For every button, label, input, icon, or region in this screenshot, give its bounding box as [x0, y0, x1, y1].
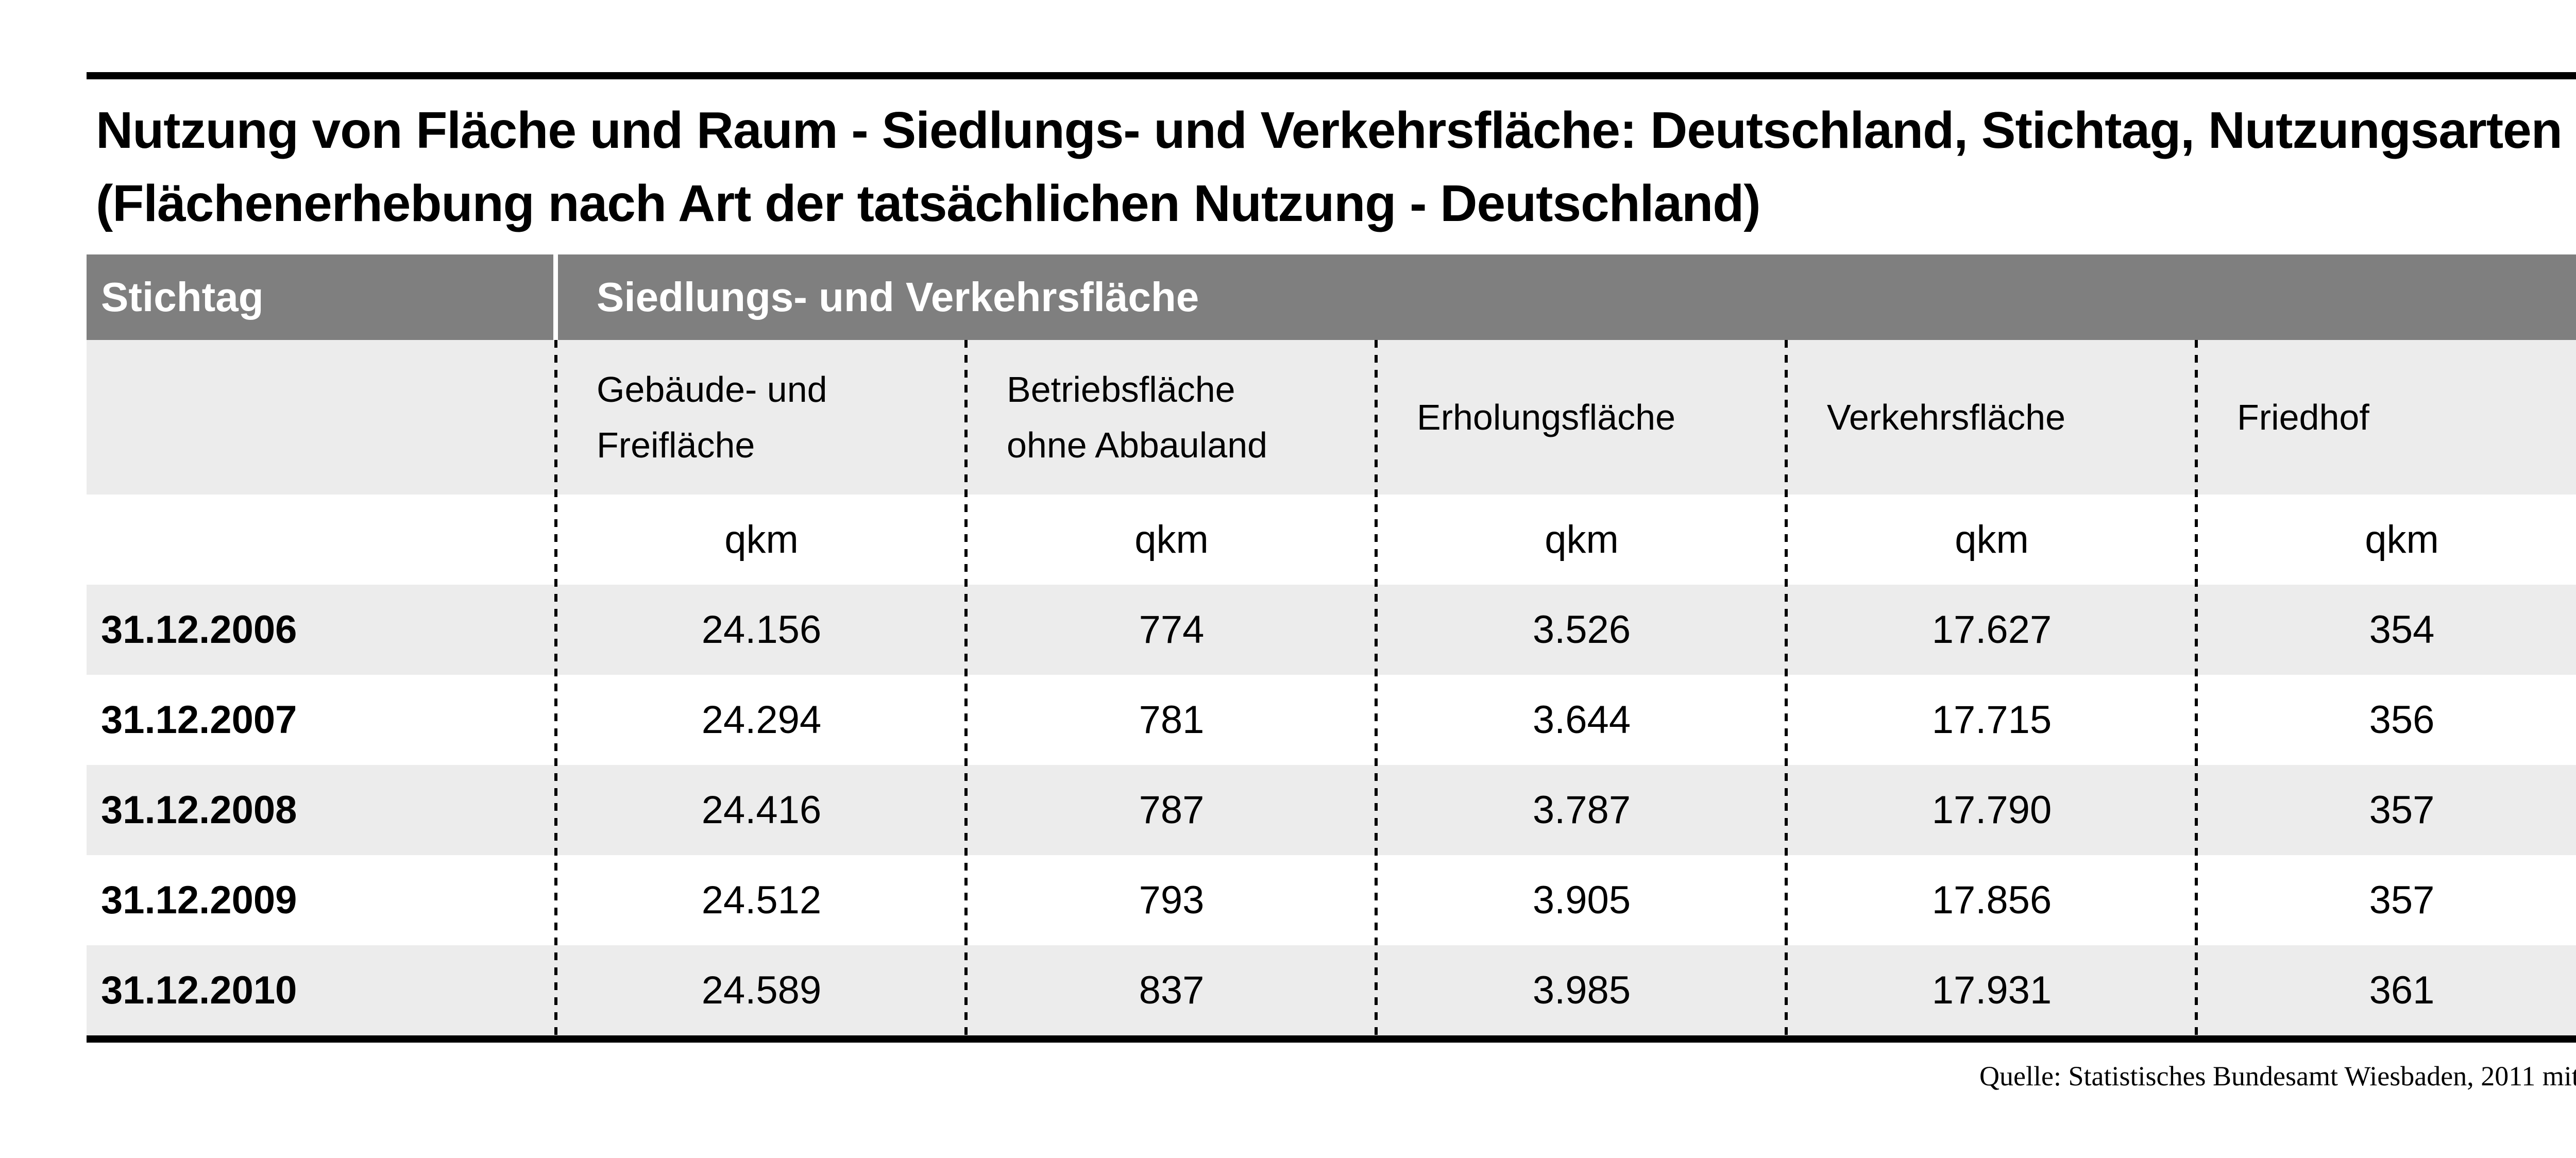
value-cell: 24.589 — [556, 945, 967, 1035]
column-header-betriebsflaeche-ohne-abbauland: Betriebsfläche ohne Abbauland — [967, 340, 1377, 495]
column-divider — [1785, 340, 1788, 1035]
value-cell: 24.294 — [556, 675, 967, 765]
value-cell: 357 — [2197, 765, 2576, 855]
group-header-siedlungs-und-verkehrsflaeche: Siedlungs- und Verkehrsfläche — [556, 254, 2576, 340]
column-header-erholungsflaeche: Erholungsfläche — [1377, 340, 1787, 495]
corner-header-stichtag: Stichtag — [87, 254, 556, 340]
unit-cell: qkm — [2197, 495, 2576, 585]
bottom-rule — [87, 1035, 2576, 1043]
value-cell: 17.931 — [1787, 945, 2197, 1035]
value-cell: 17.790 — [1787, 765, 2197, 855]
column-divider — [964, 340, 968, 1035]
value-cell: 787 — [967, 765, 1377, 855]
value-cell: 3.526 — [1377, 585, 1787, 675]
page-title: Nutzung von Fläche und Raum - Siedlungs-… — [96, 94, 2563, 240]
page-title-line2: (Flächenerhebung nach Art der tatsächlic… — [96, 175, 1761, 232]
table-grid: Stichtag Siedlungs- und Verkehrsfläche G… — [87, 254, 2576, 1035]
column-header-verkehrsflaeche: Verkehrsfläche — [1787, 340, 2197, 495]
value-cell: 17.856 — [1787, 855, 2197, 945]
source-note: Quelle: Statistisches Bundesamt Wiesbade… — [1979, 1061, 2576, 1092]
column-header-friedhof: Friedhof — [2197, 340, 2576, 495]
date-cell: 31.12.2007 — [87, 675, 556, 765]
value-cell: 24.416 — [556, 765, 967, 855]
column-divider — [2195, 340, 2198, 1035]
unit-cell: qkm — [1787, 495, 2197, 585]
value-cell: 3.644 — [1377, 675, 1787, 765]
data-table: Stichtag Siedlungs- und Verkehrsfläche G… — [87, 254, 2576, 1035]
column-header-empty-corner — [87, 340, 556, 495]
column-divider — [554, 340, 557, 1035]
unit-empty-corner — [87, 495, 556, 585]
unit-cell: qkm — [967, 495, 1377, 585]
unit-cell: qkm — [1377, 495, 1787, 585]
top-rule — [87, 72, 2576, 79]
value-cell: 361 — [2197, 945, 2576, 1035]
date-cell: 31.12.2008 — [87, 765, 556, 855]
value-cell: 17.627 — [1787, 585, 2197, 675]
value-cell: 17.715 — [1787, 675, 2197, 765]
value-cell: 357 — [2197, 855, 2576, 945]
value-cell: 356 — [2197, 675, 2576, 765]
date-cell: 31.12.2010 — [87, 945, 556, 1035]
header-divider — [553, 254, 558, 340]
value-cell: 24.512 — [556, 855, 967, 945]
unit-cell: qkm — [556, 495, 967, 585]
value-cell: 837 — [967, 945, 1377, 1035]
column-header-gebaeude-und-freiflaeche: Gebäude- und Freifläche — [556, 340, 967, 495]
value-cell: 3.905 — [1377, 855, 1787, 945]
value-cell: 781 — [967, 675, 1377, 765]
column-divider — [1375, 340, 1378, 1035]
value-cell: 793 — [967, 855, 1377, 945]
value-cell: 3.787 — [1377, 765, 1787, 855]
date-cell: 31.12.2009 — [87, 855, 556, 945]
value-cell: 354 — [2197, 585, 2576, 675]
value-cell: 774 — [967, 585, 1377, 675]
date-cell: 31.12.2006 — [87, 585, 556, 675]
value-cell: 3.985 — [1377, 945, 1787, 1035]
value-cell: 24.156 — [556, 585, 967, 675]
page-title-line1: Nutzung von Fläche und Raum - Siedlungs-… — [96, 101, 2563, 159]
